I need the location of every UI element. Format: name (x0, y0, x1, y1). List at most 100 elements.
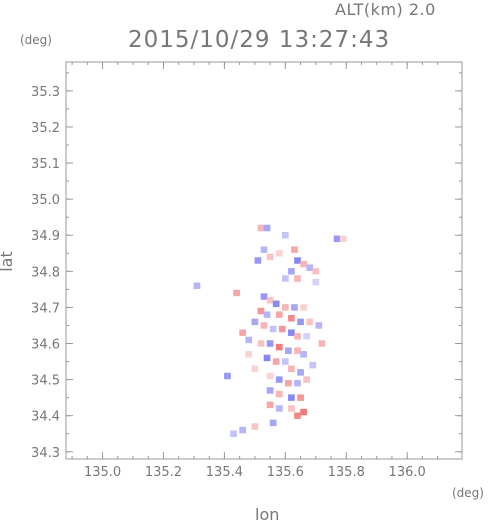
y-tick-label: 34.9 (31, 229, 60, 244)
y-tick-label: 35.2 (31, 121, 60, 136)
data-cell (239, 426, 247, 434)
data-cell (288, 405, 295, 412)
plot-frame (65, 61, 463, 460)
x-tick-label: 136.0 (389, 465, 426, 480)
data-cell (300, 304, 307, 311)
data-cell (257, 224, 265, 232)
data-cell (233, 289, 240, 297)
data-cell (318, 340, 326, 347)
data-cell (306, 264, 314, 271)
data-cell (285, 379, 292, 387)
data-cell (288, 394, 295, 401)
data-cell (300, 260, 307, 268)
data-cell (294, 347, 301, 354)
data-cell (288, 314, 295, 322)
data-cell (257, 340, 265, 347)
data-cell (300, 408, 307, 416)
altitude-label: ALT(km) 2.0 (335, 0, 436, 19)
data-cell (251, 318, 259, 326)
y-tick-label: 35.0 (31, 193, 60, 208)
x-tick-label: 135.4 (206, 465, 243, 480)
data-cell (266, 372, 274, 380)
data-cell (297, 318, 304, 326)
data-cell (251, 365, 259, 373)
data-cell (291, 304, 298, 311)
x-tick-label: 135.6 (267, 465, 304, 480)
y-tick-label: 34.7 (31, 301, 60, 316)
data-cell (281, 275, 289, 282)
data-cell (294, 379, 301, 387)
data-cell (272, 300, 280, 308)
data-cell (260, 293, 268, 300)
x-tick-label: 135.8 (328, 465, 365, 480)
data-cell (224, 372, 231, 380)
data-cell (263, 311, 271, 318)
y-tick-label: 34.3 (31, 446, 60, 461)
data-cell (288, 365, 295, 373)
data-cell (300, 351, 307, 358)
data-cell (315, 322, 323, 329)
data-cell (275, 390, 283, 398)
data-cell (297, 394, 304, 401)
data-cell (278, 325, 286, 333)
data-cell (312, 278, 320, 286)
data-cell (281, 231, 289, 239)
data-cell (269, 419, 277, 427)
y-tick-label: 34.5 (31, 374, 60, 389)
data-cell (294, 257, 301, 264)
data-cell (230, 430, 237, 437)
x-tick-label: 135.0 (84, 465, 121, 480)
y-tick-label: 35.3 (31, 85, 60, 100)
data-cell (266, 296, 274, 304)
data-cell (288, 268, 295, 275)
data-cell (251, 423, 259, 430)
data-cell (294, 333, 301, 340)
data-cell (266, 253, 274, 261)
y-axis-unit: (deg) (20, 33, 52, 47)
x-axis-label: lon (255, 505, 280, 524)
data-cell (281, 358, 289, 365)
data-cell (294, 275, 301, 282)
data-cell (266, 340, 274, 347)
data-cell (269, 325, 277, 333)
data-cell (275, 405, 283, 412)
data-cell (275, 343, 283, 351)
data-cell (245, 336, 253, 344)
data-cell (245, 351, 253, 358)
data-cell (266, 387, 274, 394)
y-tick-label: 34.6 (31, 338, 60, 353)
data-cell (309, 361, 317, 369)
data-cell (291, 246, 298, 253)
data-cell (288, 329, 295, 336)
data-cell (285, 347, 292, 354)
y-tick-label: 35.1 (31, 157, 60, 172)
data-cell (239, 329, 247, 336)
data-cell (294, 412, 301, 419)
data-cell (303, 333, 310, 340)
y-tick-label: 34.8 (31, 265, 60, 280)
data-cell (275, 250, 283, 257)
data-cell (263, 224, 271, 232)
data-cell (333, 235, 341, 243)
y-tick-label: 34.4 (31, 410, 60, 425)
chart-title-timestamp: 2015/10/29 13:27:43 (128, 27, 391, 53)
data-cell (266, 401, 274, 409)
x-tick-label: 135.2 (145, 465, 182, 480)
data-cell (263, 354, 271, 362)
data-cell (260, 322, 268, 329)
data-cell (257, 307, 265, 315)
data-cell (254, 257, 262, 264)
data-cell (260, 246, 268, 253)
data-cell (275, 311, 283, 318)
data-cell (281, 304, 289, 311)
data-cell (272, 358, 280, 365)
data-cell (312, 268, 320, 275)
data-cell (193, 282, 201, 290)
data-cell (339, 235, 347, 243)
data-cell (297, 369, 304, 376)
x-axis-unit: (deg) (452, 486, 484, 500)
data-cell (306, 318, 314, 326)
data-cell (303, 376, 310, 383)
data-cell (275, 376, 283, 383)
